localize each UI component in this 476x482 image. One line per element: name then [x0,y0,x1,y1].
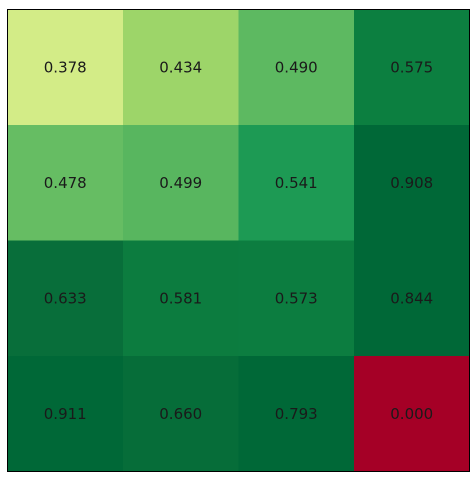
heatmap-cell-r0-c1 [123,9,239,126]
plot-frame [7,9,470,472]
heatmap-cells [7,9,470,472]
cell-value-label-r0-c1: 0.434 [159,58,202,76]
heatmap-cell-r2-c1 [123,240,239,357]
heatmap-cell-r2-c2 [238,240,355,357]
cell-value-label-r3-c3: 0.000 [390,405,433,423]
cell-value-label-r1-c1: 0.499 [159,174,202,192]
cell-value-label-r0-c0: 0.378 [44,58,87,76]
heatmap-cell-r3-c2 [238,356,355,472]
heatmap-cell-r3-c1 [123,356,239,472]
heatmap-cell-r0-c0 [7,9,124,126]
heatmap-cell-r1-c1 [123,125,239,241]
cell-value-label-r1-c2: 0.541 [275,174,318,192]
cell-value-label-r2-c1: 0.581 [159,289,202,307]
cell-value-label-r2-c0: 0.633 [44,289,87,307]
cell-value-label-r1-c0: 0.478 [44,174,87,192]
heatmap-cell-r1-c0 [7,125,124,241]
heatmap-cell-r0-c2 [238,9,355,126]
heatmap-cell-r2-c0 [7,240,124,357]
heatmap-cell-r2-c3 [354,240,470,357]
heatmap-cell-r1-c3 [354,125,470,241]
cell-value-label-r1-c3: 0.908 [390,174,433,192]
cell-value-label-r3-c0: 0.911 [44,405,87,423]
cell-value-label-r2-c3: 0.844 [390,289,433,307]
cell-value-label-r3-c2: 0.793 [275,405,318,423]
heatmap-cell-r3-c0 [7,356,124,472]
heatmap-cell-r3-c3 [354,356,470,472]
cell-value-label-r0-c2: 0.490 [275,58,318,76]
heatmap-cell-r0-c3 [354,9,470,126]
cell-value-label-r2-c2: 0.573 [275,289,318,307]
cell-value-label-r0-c3: 0.575 [390,58,433,76]
heatmap-cell-r1-c2 [238,125,355,241]
heatmap-cell-labels: 0.378 0.434 0.490 0.575 0.478 0.499 0.541 0.908… [44,58,433,423]
cell-value-label-r3-c1: 0.660 [159,405,202,423]
